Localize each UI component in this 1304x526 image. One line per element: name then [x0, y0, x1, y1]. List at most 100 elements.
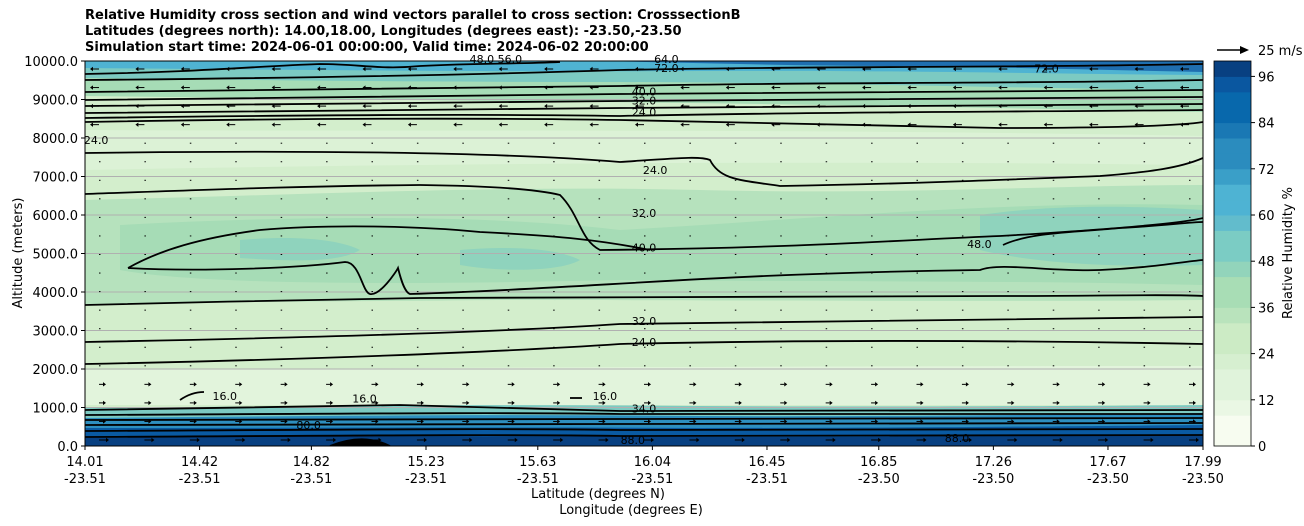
contour-label: 64.0 — [654, 53, 679, 66]
colorbar-band — [1214, 168, 1251, 185]
colorbar-band — [1214, 184, 1251, 201]
x-tick-label-lat: 15.23 — [407, 455, 444, 470]
wind-vector-head — [771, 85, 775, 90]
wind-vector-head — [862, 85, 866, 90]
wind-vector-head — [180, 85, 184, 90]
wind-vector-head — [135, 122, 139, 127]
x-axis: 14.01 -23.51 14.42 -23.51 14.82 -23.51 15.23 -2… — [64, 446, 1224, 487]
wind-vector-head — [952, 122, 956, 127]
wind-vector-head — [1180, 103, 1183, 109]
wind-vector-head — [651, 437, 654, 443]
wind-vector-head — [1102, 419, 1106, 424]
wind-vector-head — [862, 66, 866, 72]
wind-vector-head — [239, 400, 243, 406]
colorbar-band — [1214, 261, 1251, 278]
wind-vector-head — [829, 419, 833, 424]
contour-line — [85, 89, 1203, 101]
wind-vector-head — [771, 66, 775, 72]
contour-labels: 24.024.032.040.0 48.032.024.024.032.040.0… — [84, 53, 1059, 447]
wind-vector-head — [1011, 400, 1015, 406]
wind-vector-head — [907, 122, 911, 127]
colorbar-band — [1214, 122, 1251, 139]
wind-vector-head — [271, 85, 275, 90]
colorbar: 0 12 24 36 48 60 72 84 96 — [1214, 61, 1275, 455]
wind-vector-head — [317, 85, 321, 90]
wind-vector-head — [784, 382, 788, 387]
quiver-key-arrowhead-icon — [1240, 46, 1249, 54]
wind-vector-head — [1193, 419, 1196, 424]
colorbar-band — [1214, 338, 1251, 355]
wind-vector-head — [1147, 400, 1151, 406]
wind-vector-head — [362, 85, 366, 90]
contour-label: 48.0 — [470, 53, 495, 66]
wind-vector-head — [1056, 382, 1060, 387]
rh-contour-lines — [85, 61, 1203, 446]
x-tick-label-lat: 14.82 — [293, 455, 330, 470]
wind-vector-head — [375, 382, 379, 387]
title-line-3: Simulation start time: 2024-06-01 00:00:… — [85, 40, 649, 55]
wind-vector-head — [135, 103, 139, 109]
wind-vector-head — [375, 419, 379, 424]
wind-vector-head — [466, 400, 470, 406]
wind-vector-head — [362, 66, 366, 72]
y-tick-label: 2000.0 — [33, 363, 79, 378]
wind-vector-head — [498, 122, 502, 127]
wind-vector-head — [375, 400, 379, 406]
colorbar-band — [1214, 430, 1251, 447]
wind-vector-head — [469, 437, 473, 443]
wind-vector-head — [1056, 419, 1060, 424]
wind-vector-head — [862, 122, 866, 127]
wind-vector-head — [693, 419, 697, 424]
wind-vector-head — [284, 419, 288, 424]
contour-label: 48.0 — [967, 238, 992, 251]
contour-line — [85, 434, 1203, 438]
wind-vector-head — [271, 66, 275, 72]
wind-vector-head — [725, 122, 729, 127]
wind-vector-head — [1180, 122, 1183, 127]
wind-vector-head — [907, 66, 911, 72]
wind-vector-head — [998, 85, 1002, 90]
wind-vector-head — [1134, 85, 1138, 90]
contour-line — [85, 109, 1203, 119]
wind-vector-head — [648, 419, 651, 424]
y-axis: 0.0 1000.0 2000.0 3000.0 4000.0 5000.0 6000.0 7… — [24, 55, 85, 455]
wind-vector-head — [511, 400, 515, 406]
wind-vector-head — [920, 400, 924, 406]
chart-title: Relative Humidity cross section and wind… — [85, 8, 741, 56]
quiver-key: 25 m/s — [1217, 44, 1303, 59]
wind-vector-head — [725, 85, 729, 90]
wind-vector-head — [589, 85, 593, 90]
y-tick-label: 3000.0 — [33, 325, 79, 340]
wind-vector-head — [330, 382, 334, 387]
wind-vector-head — [498, 85, 502, 90]
colorbar-band — [1214, 399, 1251, 416]
contour-label: 32.0 — [632, 315, 657, 328]
wind-vector-head — [1134, 103, 1138, 109]
colorbar-tick-label: 12 — [1258, 394, 1275, 409]
wind-vector-head — [875, 382, 879, 387]
contour-label: 80.0 — [296, 419, 321, 432]
contour-line — [85, 117, 1203, 129]
colorbar-tick-label: 0 — [1258, 440, 1266, 455]
colorbar-band — [1214, 415, 1251, 432]
colorbar-band — [1214, 76, 1251, 93]
wind-vector-head — [330, 400, 334, 406]
colorbar-band — [1214, 91, 1251, 108]
contour-label: 72.0 — [1034, 63, 1059, 76]
wind-vector-head — [226, 85, 230, 90]
wind-vector-head — [466, 419, 470, 424]
wind-vector-head — [738, 419, 742, 424]
wind-vector-head — [635, 103, 638, 109]
wind-vector-head — [511, 382, 515, 387]
wind-vector-head — [148, 419, 152, 424]
wind-vector-head — [193, 400, 197, 406]
wind-vector-head — [875, 400, 879, 406]
contour-label: 56.0 — [498, 53, 523, 66]
contour-label: 16.0 — [593, 390, 618, 403]
contour-line — [85, 422, 1203, 426]
contour-label: 24.0 — [643, 164, 668, 177]
wind-vector-head — [271, 103, 275, 109]
wind-vector-head — [453, 85, 457, 90]
wind-vector-head — [90, 122, 93, 127]
